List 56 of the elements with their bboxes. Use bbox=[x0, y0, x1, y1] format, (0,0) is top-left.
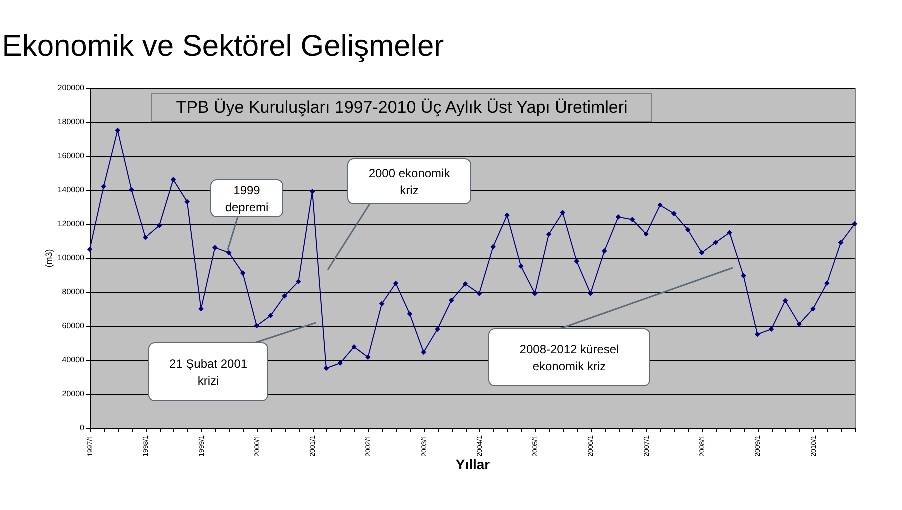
point bbox=[435, 326, 440, 332]
point bbox=[838, 240, 844, 246]
y-tick-label: 80000 bbox=[62, 288, 86, 296]
point bbox=[212, 245, 218, 250]
point bbox=[768, 326, 774, 332]
point bbox=[87, 246, 93, 252]
point bbox=[796, 322, 802, 327]
point bbox=[782, 298, 788, 304]
point bbox=[296, 279, 302, 284]
y-tick-label: 60000 bbox=[62, 322, 86, 330]
point bbox=[699, 250, 705, 256]
y-tick-label: 180000 bbox=[58, 118, 86, 126]
point bbox=[532, 291, 538, 296]
y-tick-label: 100000 bbox=[58, 254, 86, 262]
point bbox=[754, 332, 760, 338]
point bbox=[324, 366, 330, 372]
y-axis-title: (m3) bbox=[44, 249, 54, 268]
y-tick-label: 200000 bbox=[58, 84, 86, 92]
point bbox=[574, 258, 580, 264]
point bbox=[448, 298, 454, 304]
point bbox=[268, 313, 274, 318]
y-tick-label: 160000 bbox=[58, 152, 86, 160]
point bbox=[226, 250, 232, 256]
point bbox=[713, 240, 719, 246]
point bbox=[421, 350, 426, 355]
point bbox=[393, 280, 399, 286]
y-tick-label: 140000 bbox=[58, 186, 86, 194]
point bbox=[379, 301, 385, 307]
y-tick-label: 20000 bbox=[62, 390, 86, 398]
point bbox=[462, 282, 468, 287]
y-tick-label: 0 bbox=[80, 424, 86, 432]
point bbox=[602, 248, 608, 254]
annotation: 2008-2012 küresel ekonomik kriz bbox=[520, 342, 620, 374]
point bbox=[338, 360, 344, 366]
point bbox=[588, 291, 594, 296]
point bbox=[658, 202, 663, 208]
point bbox=[685, 227, 691, 233]
point bbox=[142, 234, 148, 240]
point bbox=[560, 210, 566, 216]
y-tick-label: 40000 bbox=[62, 356, 86, 364]
chart-title: Ekonomik ve Sektörel Gelişmeler bbox=[2, 30, 444, 63]
point bbox=[407, 311, 413, 317]
x-axis-title: Yıllar bbox=[456, 456, 491, 472]
text: TPB Üye Kuruluşları 1997-2010 Üç Aylık Üst Yapı Üretimleri bbox=[176, 98, 628, 117]
point bbox=[852, 221, 858, 227]
point bbox=[546, 232, 552, 238]
point bbox=[672, 211, 677, 216]
point bbox=[184, 199, 190, 205]
point bbox=[282, 294, 288, 299]
point bbox=[101, 184, 107, 190]
annotation: 21 Şubat 2001 krizi bbox=[169, 357, 248, 388]
point bbox=[366, 354, 371, 360]
y-tick-label: 120000 bbox=[58, 220, 86, 228]
point bbox=[644, 232, 650, 237]
point bbox=[490, 244, 496, 250]
point bbox=[727, 230, 732, 236]
